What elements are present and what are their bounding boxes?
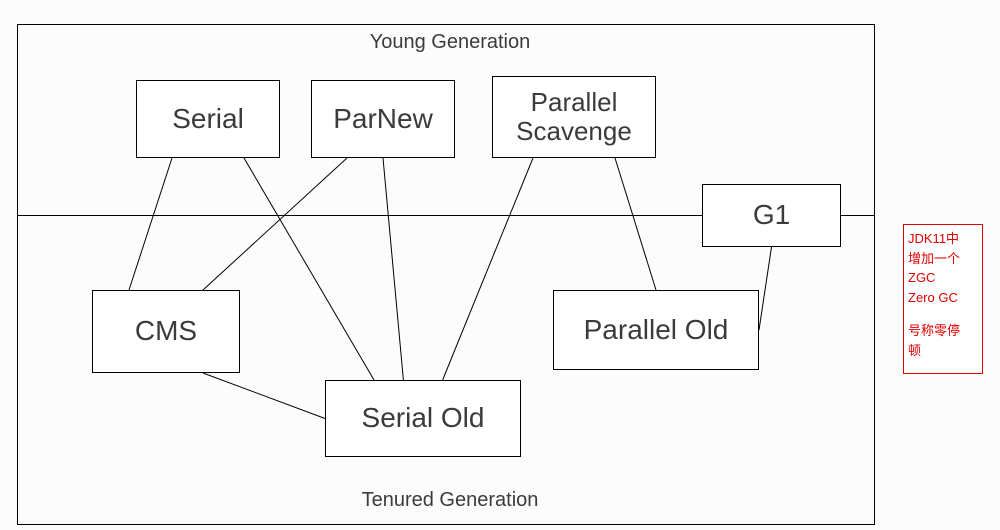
node-g1: G1 [702, 184, 841, 247]
node-serialold: Serial Old [325, 380, 521, 457]
node-label: Parallel Scavenge [516, 88, 632, 145]
node-parold: Parallel Old [553, 290, 759, 370]
node-label: CMS [135, 316, 197, 347]
node-parnew: ParNew [311, 80, 455, 158]
node-label: Serial Old [362, 403, 485, 434]
node-label: Serial [172, 104, 244, 135]
node-label: Parallel Old [584, 315, 729, 346]
node-label: G1 [753, 200, 790, 231]
node-label: ParNew [333, 104, 433, 135]
node-cms: CMS [92, 290, 240, 373]
node-serial: Serial [136, 80, 280, 158]
node-parscav: Parallel Scavenge [492, 76, 656, 158]
